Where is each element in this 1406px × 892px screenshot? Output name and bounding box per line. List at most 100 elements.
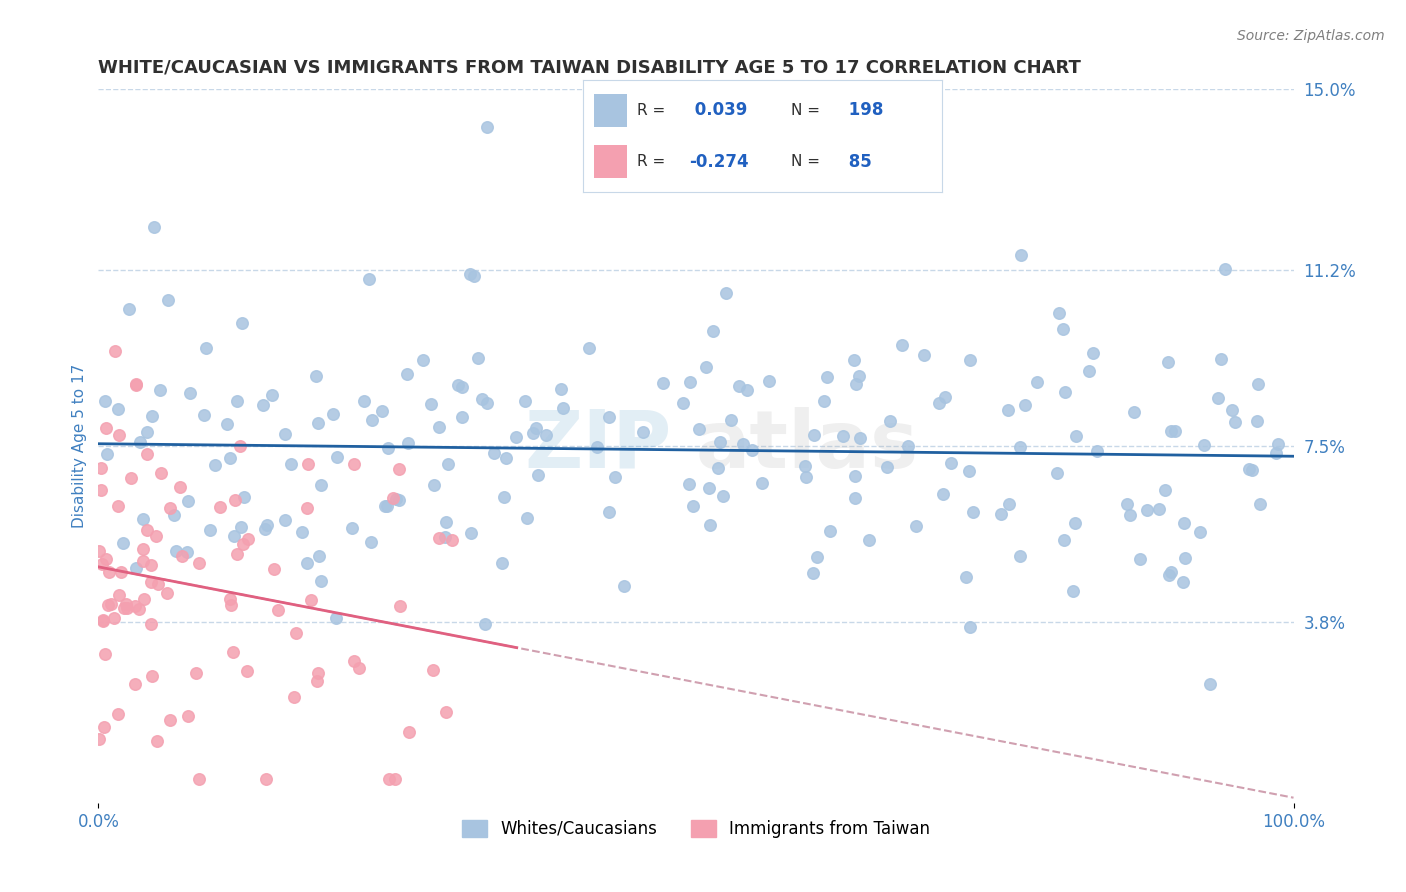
Point [928,396,950,410]
Point [280,457,302,471]
Point [360,413,382,427]
Point [699,518,721,533]
Point [94,552,117,566]
Point [146,733,169,747]
Point [633,425,655,440]
Point [1246,376,1268,391]
Point [100,597,122,611]
Point [159,713,181,727]
Point [308,549,330,564]
Point [114,601,136,615]
Point [997,497,1019,511]
Point [813,393,835,408]
Point [141,409,163,423]
Point [104,343,127,358]
Text: 0.039: 0.039 [689,102,748,120]
Point [832,429,855,443]
Point [384,772,406,786]
Point [1163,424,1185,438]
Point [256,772,278,786]
Point [955,570,977,584]
Point [815,370,838,384]
Point [283,690,305,705]
Point [128,601,150,615]
Point [135,447,157,461]
Point [1211,351,1233,366]
Point [371,404,394,418]
Point [1053,533,1076,548]
Point [720,413,742,427]
Point [195,341,218,355]
Point [132,554,155,568]
Point [436,515,458,529]
Point [434,706,457,720]
Point [688,422,710,436]
Point [198,523,221,537]
Point [932,487,955,501]
Point [94,647,117,661]
Point [451,409,474,424]
Text: N =: N = [792,154,821,169]
Point [124,376,146,391]
Point [447,377,470,392]
Point [801,566,824,580]
Point [131,541,153,556]
Point [1064,516,1087,531]
Point [236,664,259,678]
FancyBboxPatch shape [595,94,627,128]
Point [284,625,307,640]
Point [527,468,550,483]
Point [818,524,841,538]
Point [91,613,114,627]
Point [1062,583,1084,598]
Point [170,549,193,563]
Point [94,421,117,435]
Point [385,492,408,507]
Point [711,489,734,503]
Point [1267,437,1289,451]
Point [103,610,125,624]
Point [1116,497,1139,511]
Point [125,561,148,575]
Point [360,535,382,549]
Point [307,666,329,681]
Point [395,368,418,382]
Point [551,401,574,415]
Point [735,383,758,397]
Point [534,428,557,442]
Point [482,446,505,460]
Point [128,434,150,449]
Point [1249,498,1271,512]
Point [118,301,141,316]
Point [90,461,112,475]
Point [524,420,547,434]
Point [1237,462,1260,476]
Point [491,556,513,570]
Point [423,477,446,491]
Point [959,620,981,634]
Point [107,588,129,602]
Point [165,544,187,558]
Point [420,397,443,411]
Point [353,394,375,409]
Point [396,436,419,450]
Point [115,597,138,611]
Point [849,431,872,445]
Point [578,341,600,355]
Point [796,470,818,484]
Point [291,524,314,539]
Text: 198: 198 [844,102,884,120]
Point [340,521,363,535]
Point [492,491,515,505]
Point [136,425,159,439]
Point [1046,466,1069,480]
Point [107,402,129,417]
Point [232,537,254,551]
Point [731,437,754,451]
Point [959,353,981,368]
Point [219,591,242,606]
FancyBboxPatch shape [595,145,627,178]
Point [252,398,274,412]
Point [695,359,717,374]
Point [110,565,132,579]
